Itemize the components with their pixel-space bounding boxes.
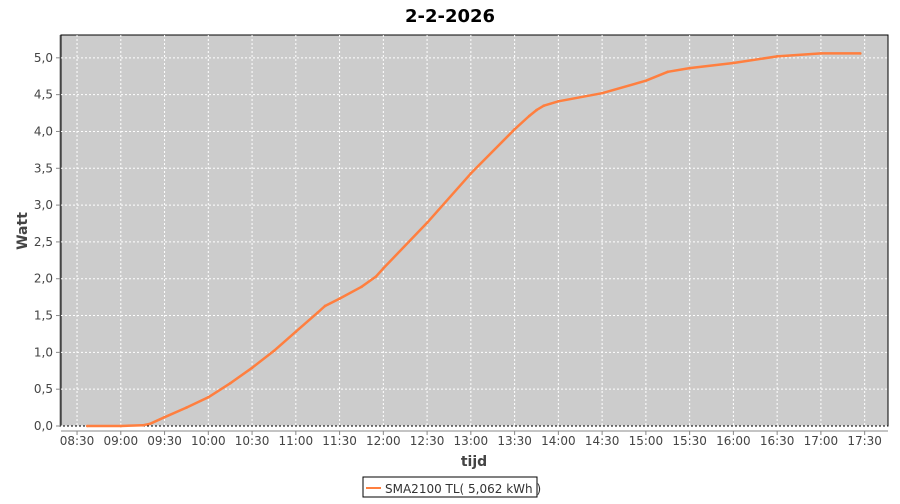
series-line bbox=[87, 52, 861, 428]
x-tick-label: 15:00 bbox=[629, 434, 664, 448]
data-point bbox=[644, 79, 648, 82]
series-layer bbox=[85, 52, 862, 428]
data-point bbox=[732, 61, 735, 65]
data-point bbox=[119, 424, 123, 428]
data-point bbox=[228, 381, 232, 385]
x-tick-label: 09:30 bbox=[147, 434, 182, 448]
y-tick-label: 0,5 bbox=[34, 382, 53, 396]
x-tick-label: 10:00 bbox=[191, 434, 226, 448]
data-point bbox=[272, 349, 276, 353]
x-tick-label: 15:30 bbox=[672, 434, 707, 448]
data-point bbox=[148, 422, 152, 426]
y-tick-label: 5,0 bbox=[34, 51, 53, 65]
data-point bbox=[382, 267, 385, 270]
x-tick-label: 17:30 bbox=[847, 434, 882, 448]
data-point bbox=[141, 423, 144, 427]
data-point bbox=[542, 104, 546, 107]
data-point bbox=[858, 52, 862, 55]
data-point bbox=[535, 108, 538, 112]
data-point bbox=[666, 70, 670, 74]
x-tick-label: 11:00 bbox=[279, 434, 314, 448]
data-point bbox=[469, 172, 473, 175]
data-point bbox=[294, 330, 298, 334]
y-tick-label: 2,5 bbox=[34, 235, 53, 249]
y-tick-label: 3,5 bbox=[34, 161, 53, 175]
x-tick-label: 14:30 bbox=[585, 434, 620, 448]
data-point bbox=[688, 66, 691, 70]
data-point bbox=[360, 285, 363, 289]
data-point bbox=[163, 415, 166, 419]
x-tick-label: 12:00 bbox=[366, 434, 401, 448]
data-point bbox=[185, 406, 188, 409]
x-axis-label: tijd bbox=[461, 454, 487, 470]
plot-area bbox=[60, 34, 889, 427]
x-tick-label: 16:30 bbox=[760, 434, 795, 448]
grid-lines bbox=[61, 35, 888, 427]
x-tick-label: 08:30 bbox=[60, 434, 95, 448]
data-point bbox=[250, 366, 254, 370]
data-point bbox=[600, 91, 604, 95]
y-tick-label: 2,0 bbox=[34, 272, 53, 286]
x-tick-label: 10:30 bbox=[235, 434, 270, 448]
x-tick-label: 17:00 bbox=[804, 434, 839, 448]
x-axis: 08:30 09:00 09:30 10:00 10:30 11:00 11:30 12:00… bbox=[60, 430, 888, 448]
y-tick-label: 4,5 bbox=[34, 88, 53, 102]
legend-label: SMA2100 TL( 5,062 kWh ) bbox=[385, 482, 541, 496]
data-point bbox=[527, 114, 531, 118]
x-tick-label: 12:30 bbox=[410, 434, 445, 448]
x-tick-label: 13:00 bbox=[454, 434, 489, 448]
x-tick-label: 13:30 bbox=[497, 434, 532, 448]
data-point bbox=[85, 424, 89, 428]
x-tick-label: 09:00 bbox=[104, 434, 139, 448]
data-point bbox=[207, 395, 210, 399]
y-tick-label: 4,0 bbox=[34, 124, 53, 138]
data-point bbox=[374, 275, 378, 278]
y-tick-label: 1,0 bbox=[34, 345, 53, 359]
data-point bbox=[316, 311, 320, 314]
y-axis: 0,0 0,5 1,0 1,5 2,0 2,5 3,0 3,5 4,0 4,5 5,0 bbox=[34, 35, 61, 433]
x-tick-label: 11:30 bbox=[322, 434, 357, 448]
data-point bbox=[557, 99, 560, 103]
y-tick-label: 0,0 bbox=[34, 419, 53, 433]
x-tick-label: 16:00 bbox=[716, 434, 751, 448]
data-point bbox=[775, 55, 779, 58]
data-point bbox=[513, 127, 516, 131]
data-point bbox=[425, 221, 429, 225]
chart-title: 2-2-2026 bbox=[405, 6, 495, 27]
x-tick-label: 14:00 bbox=[541, 434, 576, 448]
legend-box bbox=[362, 476, 538, 498]
data-point bbox=[338, 297, 341, 300]
data-point bbox=[819, 52, 823, 55]
y-axis-label: Watt bbox=[15, 212, 31, 250]
y-tick-label: 1,5 bbox=[34, 309, 53, 323]
y-tick-label: 3,0 bbox=[34, 198, 53, 212]
legend: SMA2100 TL( 5,062 kWh ) bbox=[362, 476, 541, 498]
data-point bbox=[323, 304, 327, 308]
